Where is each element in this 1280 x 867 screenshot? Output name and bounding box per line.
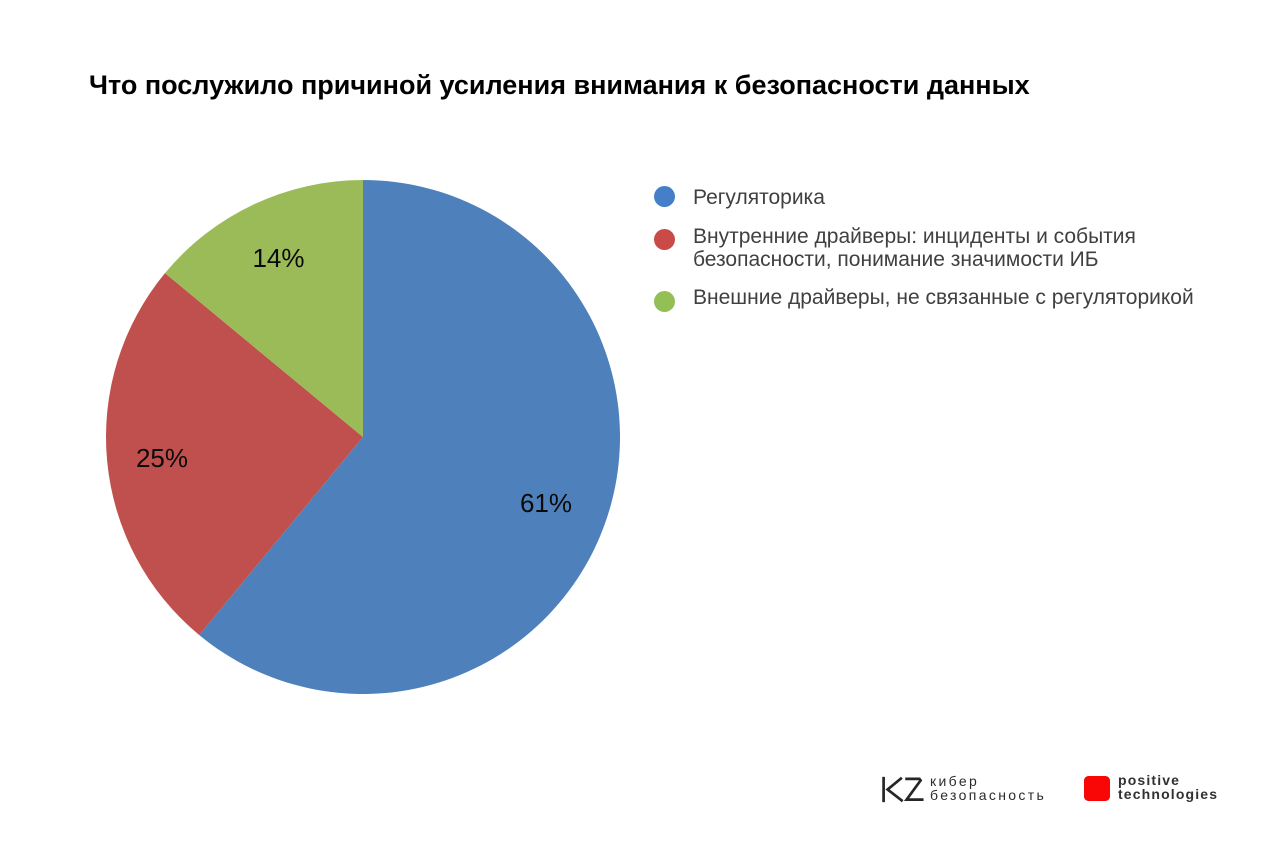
svg-text:61%: 61% [520, 488, 572, 518]
svg-text:25%: 25% [136, 443, 188, 473]
svg-text:14%: 14% [252, 243, 304, 273]
